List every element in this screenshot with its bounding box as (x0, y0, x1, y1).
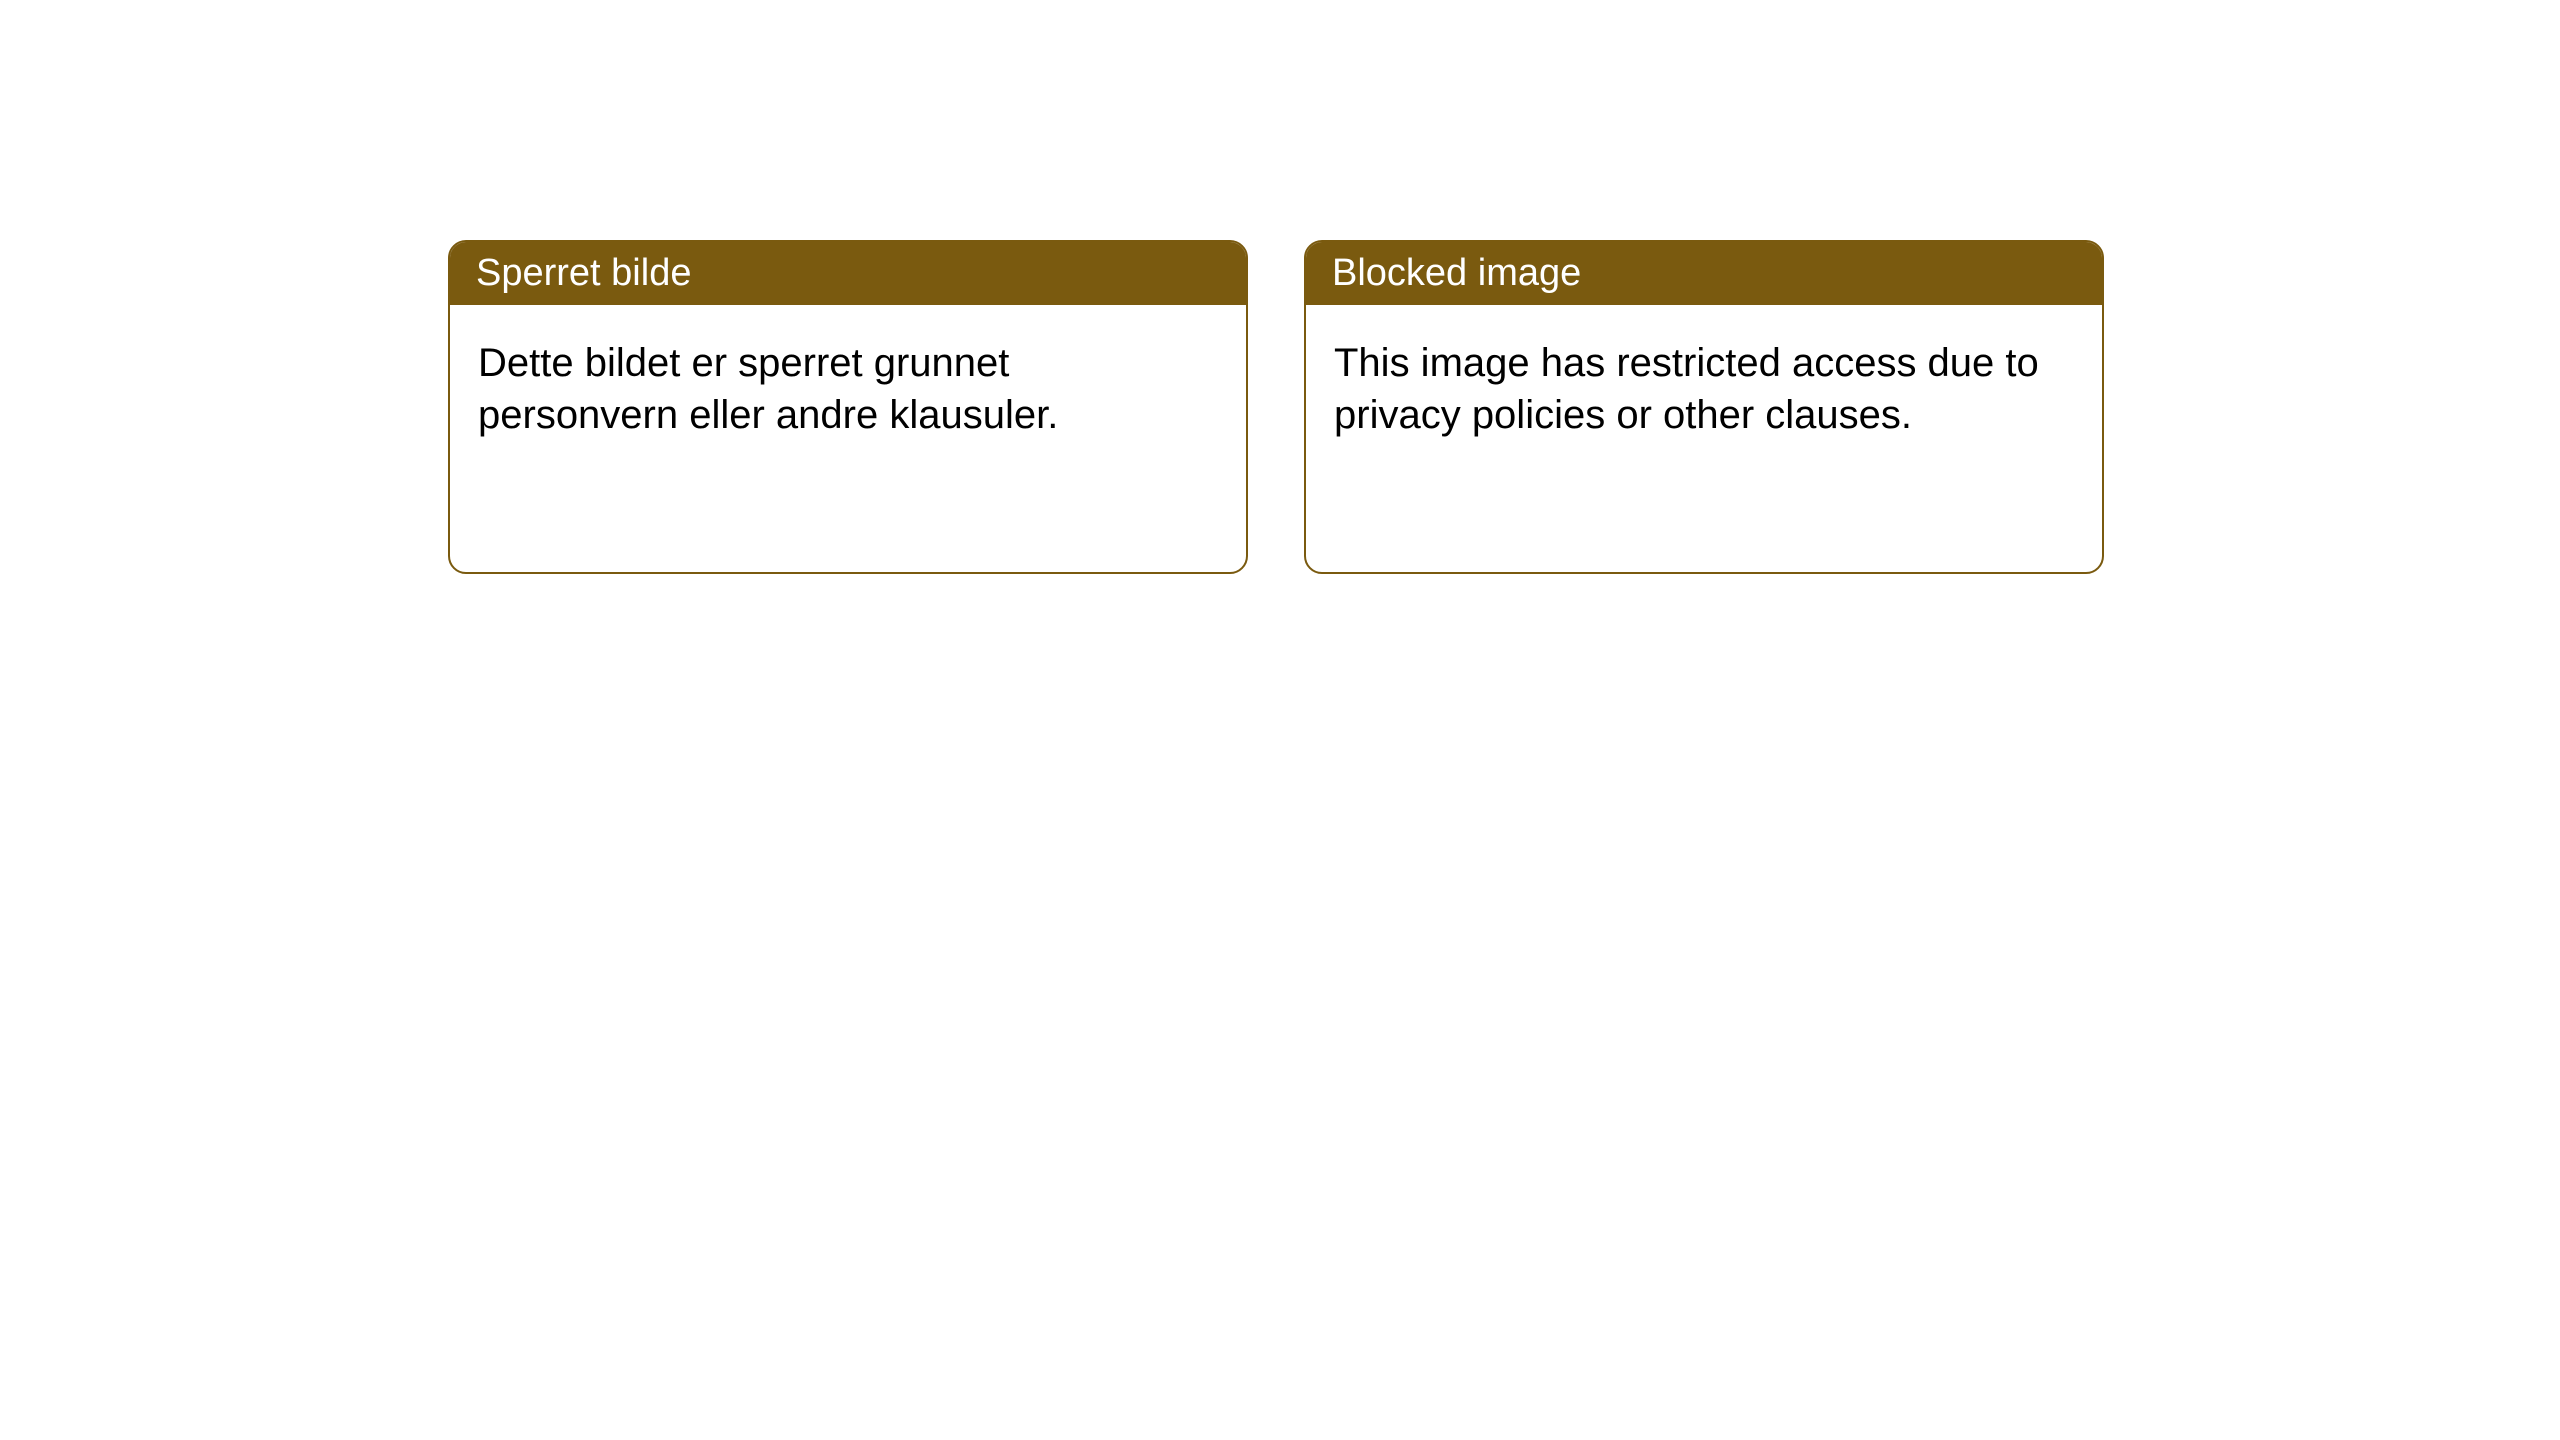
card-title: Sperret bilde (476, 252, 691, 294)
card-body: This image has restricted access due to … (1306, 305, 2102, 473)
card-body-text: Dette bildet er sperret grunnet personve… (478, 341, 1058, 437)
card-title: Blocked image (1332, 252, 1581, 294)
card-header: Blocked image (1306, 242, 2102, 305)
card-body: Dette bildet er sperret grunnet personve… (450, 305, 1246, 473)
card-header: Sperret bilde (450, 242, 1246, 305)
notice-card-norwegian: Sperret bilde Dette bildet er sperret gr… (448, 240, 1248, 574)
notice-card-english: Blocked image This image has restricted … (1304, 240, 2104, 574)
notice-container: Sperret bilde Dette bildet er sperret gr… (0, 0, 2560, 574)
card-body-text: This image has restricted access due to … (1334, 341, 2039, 437)
